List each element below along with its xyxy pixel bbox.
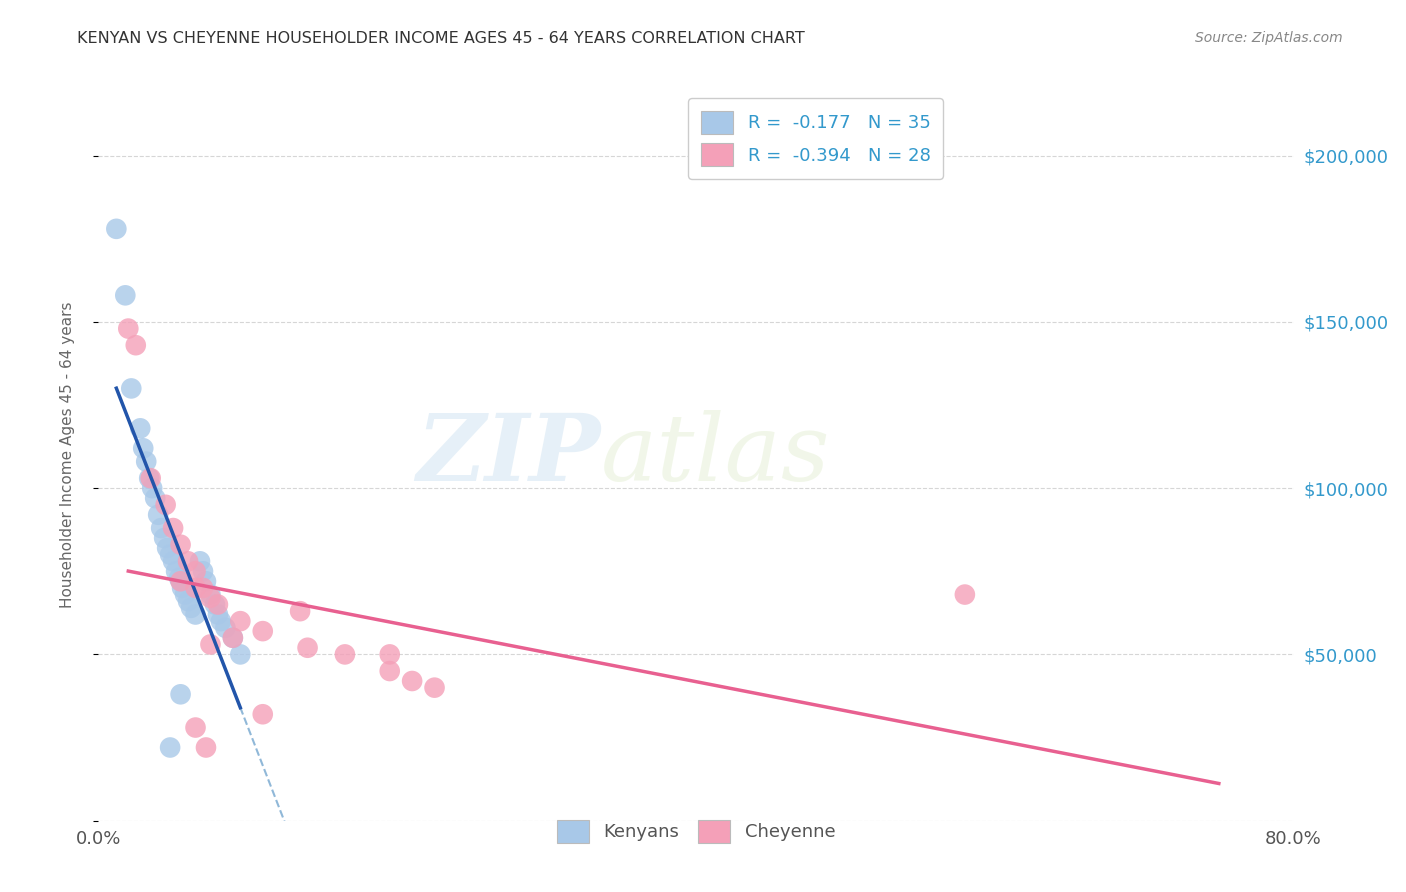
Point bbox=[141, 481, 163, 495]
Point bbox=[207, 607, 229, 622]
Point bbox=[117, 321, 139, 335]
Point bbox=[143, 491, 166, 505]
Point bbox=[229, 648, 252, 662]
Point bbox=[214, 621, 236, 635]
Point bbox=[184, 581, 207, 595]
Point bbox=[423, 681, 446, 695]
Point bbox=[222, 631, 245, 645]
Point bbox=[162, 554, 184, 568]
Point bbox=[156, 541, 179, 555]
Point bbox=[139, 471, 162, 485]
Point bbox=[169, 574, 191, 589]
Point bbox=[167, 571, 190, 585]
Point bbox=[155, 498, 177, 512]
Point bbox=[191, 581, 214, 595]
Point bbox=[188, 554, 211, 568]
Point bbox=[177, 554, 200, 568]
Point bbox=[252, 624, 274, 639]
Point bbox=[135, 454, 157, 468]
Point bbox=[200, 637, 222, 651]
Point bbox=[169, 687, 191, 701]
Point bbox=[138, 471, 160, 485]
Point bbox=[177, 594, 200, 608]
Point bbox=[153, 531, 176, 545]
Text: atlas: atlas bbox=[600, 410, 830, 500]
Point bbox=[953, 588, 976, 602]
Point bbox=[180, 600, 202, 615]
Point bbox=[378, 648, 401, 662]
Point bbox=[159, 548, 181, 562]
Point bbox=[229, 614, 252, 628]
Point bbox=[297, 640, 319, 655]
Point bbox=[169, 538, 191, 552]
Point bbox=[195, 740, 218, 755]
Point bbox=[200, 588, 222, 602]
Point bbox=[105, 222, 128, 236]
Point bbox=[222, 631, 245, 645]
Point bbox=[165, 564, 187, 578]
Point bbox=[132, 442, 155, 456]
Point bbox=[172, 581, 194, 595]
Point bbox=[184, 564, 207, 578]
Point bbox=[288, 604, 311, 618]
Point bbox=[184, 607, 207, 622]
Point bbox=[252, 707, 274, 722]
Point bbox=[120, 381, 142, 395]
Text: ZIP: ZIP bbox=[416, 410, 600, 500]
Point bbox=[333, 648, 356, 662]
Legend: Kenyans, Cheyenne: Kenyans, Cheyenne bbox=[544, 807, 848, 855]
Point bbox=[195, 574, 218, 589]
Text: KENYAN VS CHEYENNE HOUSEHOLDER INCOME AGES 45 - 64 YEARS CORRELATION CHART: KENYAN VS CHEYENNE HOUSEHOLDER INCOME AG… bbox=[77, 31, 806, 46]
Point bbox=[148, 508, 170, 522]
Point bbox=[200, 591, 222, 605]
Text: Source: ZipAtlas.com: Source: ZipAtlas.com bbox=[1195, 31, 1343, 45]
Point bbox=[169, 574, 191, 589]
Point bbox=[114, 288, 136, 302]
Point bbox=[125, 338, 148, 352]
Point bbox=[378, 664, 401, 678]
Point bbox=[150, 521, 173, 535]
Point bbox=[129, 421, 152, 435]
Y-axis label: Householder Income Ages 45 - 64 years: Householder Income Ages 45 - 64 years bbox=[60, 301, 75, 608]
Point bbox=[191, 564, 214, 578]
Point bbox=[159, 740, 181, 755]
Point bbox=[204, 598, 226, 612]
Point bbox=[184, 721, 207, 735]
Point bbox=[174, 588, 197, 602]
Point bbox=[162, 521, 184, 535]
Point bbox=[209, 614, 232, 628]
Point bbox=[207, 598, 229, 612]
Point bbox=[401, 673, 423, 688]
